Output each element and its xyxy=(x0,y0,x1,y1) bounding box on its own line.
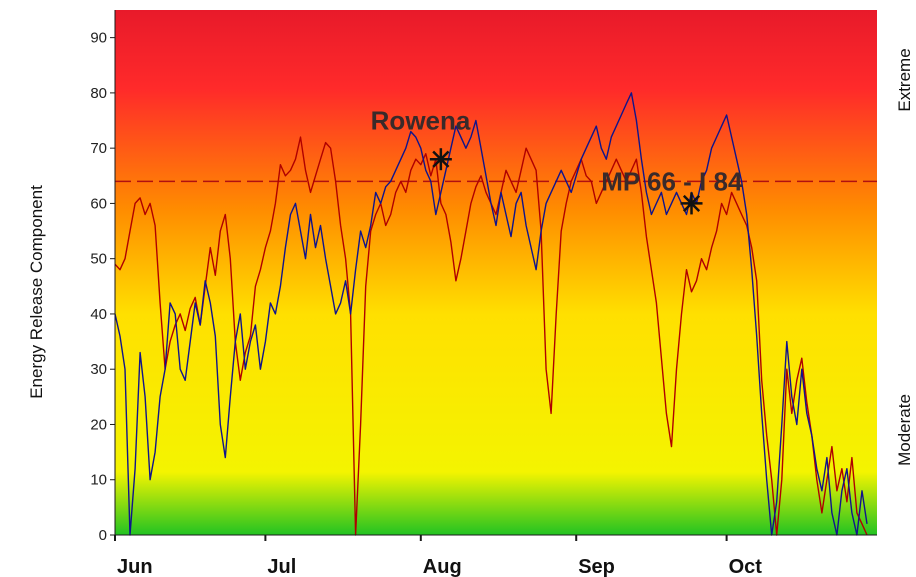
x-tick-label-oct: Oct xyxy=(729,556,763,577)
x-tick-label-aug: Aug xyxy=(423,556,462,577)
right-label-extreme: Extreme xyxy=(895,48,914,111)
y-tick-label: 30 xyxy=(90,361,107,378)
y-tick-label: 0 xyxy=(99,527,107,544)
annotation-label: MP 66 - I 84 xyxy=(601,166,743,196)
x-axis: Jun Jul Aug Sep Oct xyxy=(114,535,763,577)
y-tick-label: 40 xyxy=(90,306,107,323)
series-line-2 xyxy=(114,92,868,536)
annotations: Rowena MP 66 - I 84 xyxy=(371,106,743,215)
x-tick-label-jun: Jun xyxy=(117,556,153,577)
x-tick-label-sep: Sep xyxy=(578,556,615,577)
annotation-label: Rowena xyxy=(371,106,471,136)
y-tick-label: 10 xyxy=(90,472,107,489)
series-group xyxy=(114,92,868,536)
y-tick-label: 60 xyxy=(90,195,107,212)
y-tick-label: 80 xyxy=(90,85,107,102)
right-label-moderate: Moderate xyxy=(895,394,914,466)
y-tick-label: 50 xyxy=(90,251,107,268)
y-tick-label: 70 xyxy=(90,140,107,157)
y-tick-label: 20 xyxy=(90,416,107,433)
y-tick-label: 90 xyxy=(90,30,107,47)
y-axis: 0 10 20 30 40 50 60 70 80 90 xyxy=(90,30,115,544)
y-axis-title: Energy Release Component xyxy=(27,185,46,399)
x-tick-label-jul: Jul xyxy=(267,556,296,577)
plot-background xyxy=(115,10,877,535)
annotation-marker xyxy=(429,148,452,171)
annotation-marker xyxy=(680,192,703,215)
